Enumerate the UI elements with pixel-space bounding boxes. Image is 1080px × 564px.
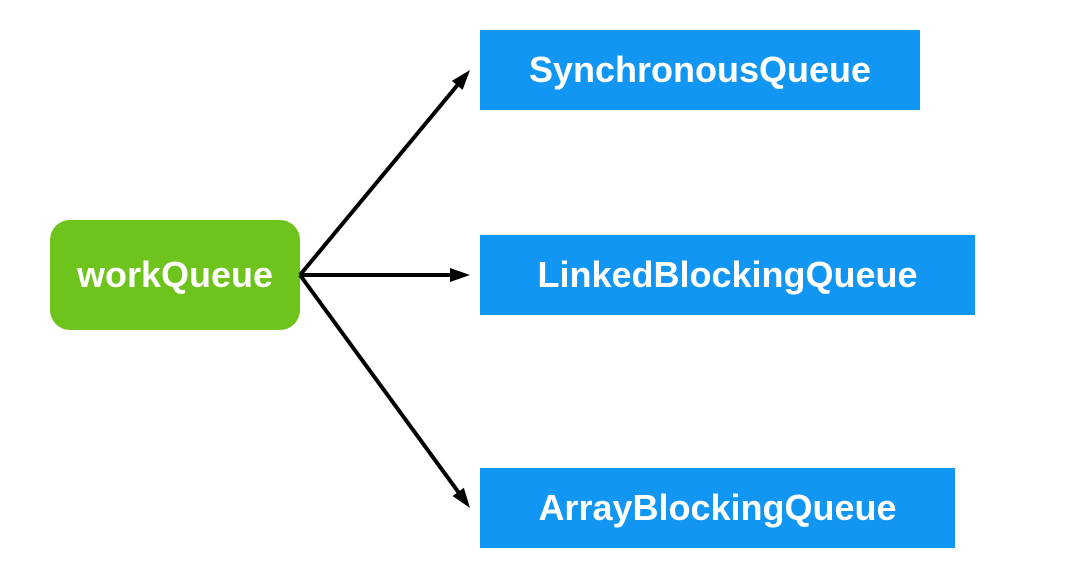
target-node-linkedblockingqueue: LinkedBlockingQueue <box>480 235 975 315</box>
target-node-synchronousqueue: SynchronousQueue <box>480 30 920 110</box>
target-node-arrayblockingqueue: ArrayBlockingQueue <box>480 468 955 548</box>
edge-line-0 <box>300 79 462 275</box>
edge-arrowhead-0 <box>452 70 470 90</box>
edge-line-2 <box>300 275 463 498</box>
target-node-label: LinkedBlockingQueue <box>537 254 917 296</box>
source-node-workqueue: workQueue <box>50 220 300 330</box>
source-node-label: workQueue <box>77 254 273 296</box>
target-node-label: ArrayBlockingQueue <box>538 487 896 529</box>
target-node-label: SynchronousQueue <box>529 49 871 91</box>
edge-arrowhead-2 <box>453 488 470 508</box>
edge-arrowhead-1 <box>450 268 470 282</box>
